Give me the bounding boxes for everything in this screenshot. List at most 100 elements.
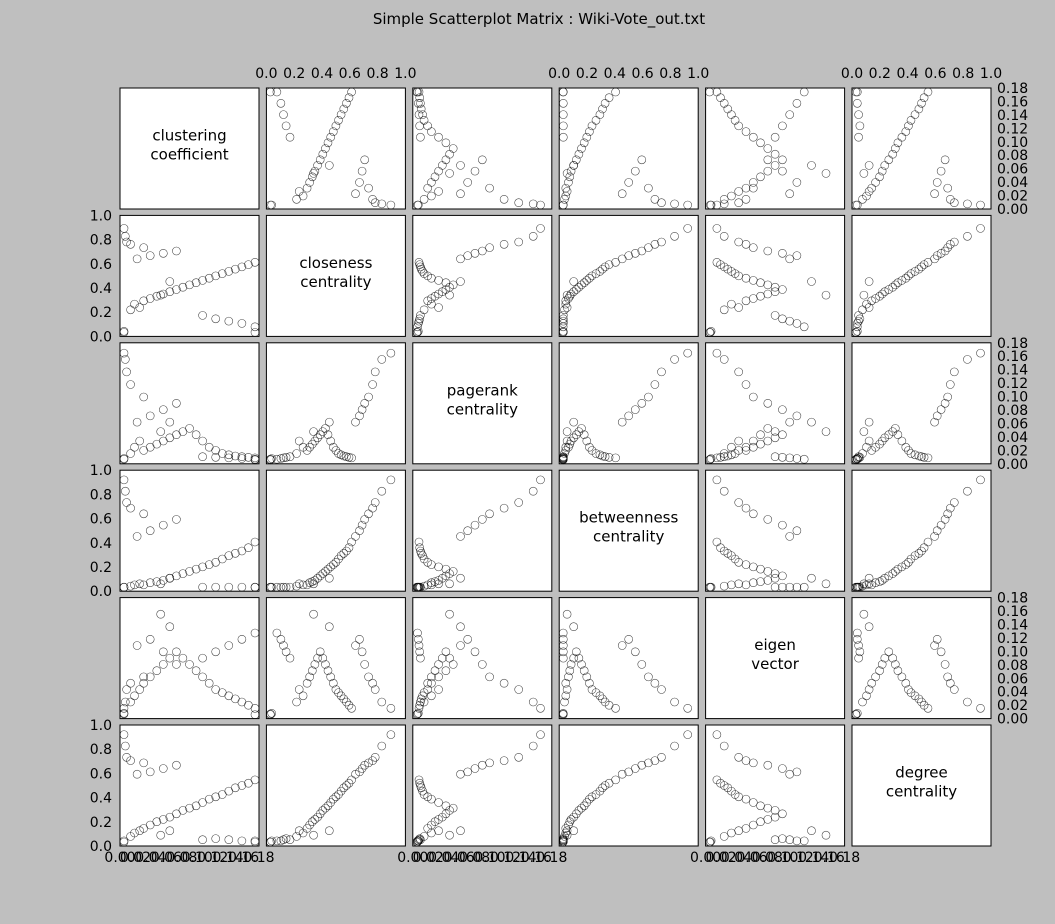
- scatter-point: [562, 290, 572, 300]
- scatter-point: [172, 760, 181, 770]
- scatter-point: [250, 704, 260, 713]
- scatter-point: [434, 276, 443, 285]
- scatter-point: [888, 149, 897, 159]
- scatter-point: [119, 475, 129, 485]
- scatter-point: [904, 558, 913, 567]
- scatter-point: [579, 430, 589, 439]
- scatter-point: [536, 704, 545, 713]
- scatter-point: [600, 452, 610, 461]
- scatter-point: [712, 453, 722, 463]
- scatter-point: [558, 628, 568, 638]
- scatter-point: [237, 635, 247, 644]
- scatter-point: [191, 278, 201, 287]
- scatter-point: [145, 672, 155, 682]
- scatter-point: [963, 355, 972, 364]
- scatter-point: [705, 837, 714, 847]
- panel-frame: [851, 214, 992, 337]
- scatter-point: [976, 224, 985, 233]
- scatter-point: [419, 116, 429, 125]
- scatter-point: [302, 580, 312, 590]
- panel-frame: [265, 87, 406, 210]
- scatter-point: [734, 558, 743, 567]
- scatter-point: [572, 647, 581, 657]
- scatter-point: [712, 87, 722, 97]
- scatter-point: [854, 110, 863, 119]
- right-y-tick-label: 0.14: [997, 108, 1028, 124]
- scatter-point: [368, 756, 377, 765]
- scatter-point: [434, 187, 443, 196]
- scatter-point: [604, 453, 614, 462]
- scatter-point: [370, 685, 380, 694]
- scatter-point: [121, 355, 130, 364]
- bottom-x-tick-label: 0.12: [197, 850, 228, 866]
- scatter-point: [276, 836, 286, 846]
- scatter-point: [875, 577, 884, 586]
- scatter-point: [302, 183, 312, 193]
- scatter-point: [854, 453, 863, 463]
- scatter-point: [976, 704, 985, 713]
- scatter-point: [877, 436, 887, 446]
- scatter-point: [237, 262, 247, 272]
- scatter-point: [880, 287, 890, 296]
- scatter-point: [604, 260, 614, 269]
- right-y-tick-label: 0.14: [997, 617, 1028, 633]
- scatter-point: [355, 411, 364, 421]
- panel-frame: [412, 214, 553, 337]
- scatter-point: [237, 836, 247, 846]
- scatter-point: [560, 305, 569, 315]
- scatter-point: [135, 436, 144, 446]
- scatter-point: [650, 195, 660, 204]
- scatter-point: [637, 660, 647, 669]
- scatter-point: [719, 581, 729, 591]
- scatter-point: [637, 399, 647, 408]
- top-x-tick-label: 0.6: [924, 66, 946, 82]
- scatter-point: [821, 579, 831, 589]
- scatter-point: [281, 582, 291, 592]
- scatter-point: [950, 367, 959, 377]
- panel-frame: [558, 214, 699, 337]
- scatter-point: [877, 166, 887, 176]
- scatter-point: [888, 653, 897, 663]
- scatter-point: [413, 322, 422, 332]
- scatter-point: [799, 454, 809, 464]
- scatter-point: [785, 189, 794, 198]
- scatter-point: [315, 809, 325, 819]
- scatter-point: [415, 778, 424, 788]
- scatter-point: [559, 121, 568, 131]
- scatter-point: [323, 801, 333, 811]
- scatter-point: [577, 424, 586, 433]
- scatter-point: [329, 560, 338, 569]
- scatter-point: [478, 155, 487, 165]
- scatter-point: [413, 709, 422, 719]
- scatter-point: [298, 691, 308, 701]
- scatter-point: [670, 355, 679, 364]
- scatter-point: [854, 132, 863, 142]
- scatter-point: [936, 166, 946, 176]
- scatter-point: [310, 815, 320, 824]
- scatter-point: [734, 198, 743, 207]
- scatter-point: [414, 99, 423, 108]
- scatter-point: [561, 183, 571, 193]
- scatter-point: [880, 573, 890, 583]
- scatter-point: [670, 697, 679, 707]
- scatter-point: [558, 87, 568, 97]
- scatter-point: [364, 183, 373, 193]
- scatter-point: [279, 641, 288, 650]
- scatter-point: [434, 685, 443, 694]
- scatter-point: [156, 609, 165, 619]
- scatter-point: [727, 299, 736, 309]
- scatter-point: [932, 635, 942, 644]
- scatter-point: [224, 450, 234, 460]
- scatter-point: [741, 195, 751, 204]
- scatter-point: [855, 647, 865, 657]
- scatter-point: [706, 327, 716, 336]
- scatter-point: [152, 291, 162, 301]
- scatter-point: [159, 660, 168, 669]
- scatter-point: [930, 189, 939, 198]
- scatter-point: [891, 144, 900, 153]
- diagonal-label: centrality: [593, 528, 664, 546]
- scatter-point: [559, 99, 568, 108]
- scatter-point: [536, 475, 545, 485]
- scatter-point: [932, 411, 942, 421]
- scatter-point: [325, 161, 334, 170]
